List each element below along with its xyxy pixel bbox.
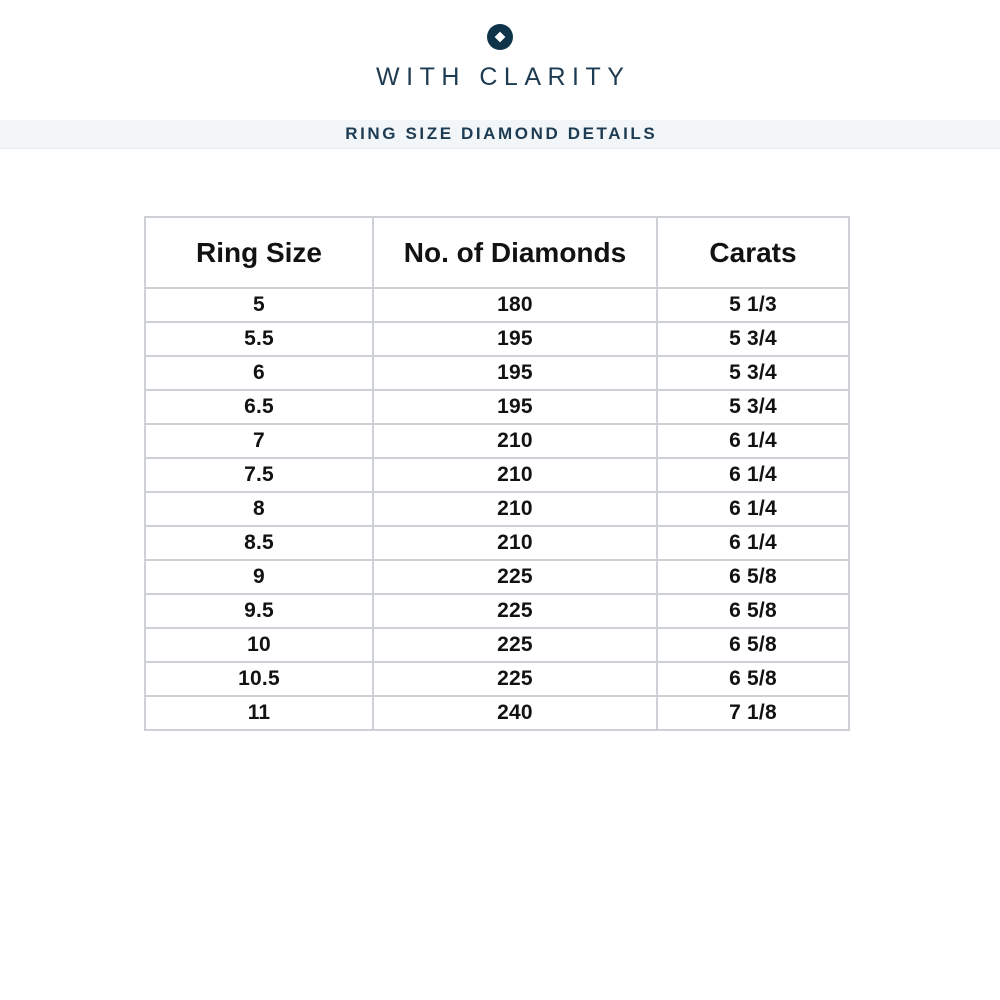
table-row: 6 195 5 3/4 [144, 355, 850, 391]
table-row: 9 225 6 5/8 [144, 559, 850, 595]
table-row: 5.5 195 5 3/4 [144, 321, 850, 357]
cell-ring-size: 10 [144, 627, 374, 663]
cell-ring-size: 5.5 [144, 321, 374, 357]
cell-carats: 6 5/8 [656, 559, 850, 595]
cell-no-of-diamonds: 210 [372, 457, 658, 493]
cell-carats: 6 5/8 [656, 627, 850, 663]
cell-no-of-diamonds: 195 [372, 355, 658, 391]
cell-carats: 6 1/4 [656, 491, 850, 527]
col-header-ring-size: Ring Size [144, 216, 374, 289]
cell-ring-size: 9 [144, 559, 374, 595]
table-row: 9.5 225 6 5/8 [144, 593, 850, 629]
cell-ring-size: 8 [144, 491, 374, 527]
cell-no-of-diamonds: 225 [372, 661, 658, 697]
table-body: 5 180 5 1/3 5.5 195 5 3/4 6 195 5 3/4 6.5 195 5 3/4… [144, 287, 850, 731]
table-row: 11 240 7 1/8 [144, 695, 850, 731]
cell-carats: 6 1/4 [656, 423, 850, 459]
cell-ring-size: 7.5 [144, 457, 374, 493]
cell-no-of-diamonds: 225 [372, 559, 658, 595]
cell-ring-size: 7 [144, 423, 374, 459]
ring-size-table: Ring Size No. of Diamonds Carats 5 180 5 1… [144, 216, 850, 731]
cell-carats: 5 1/3 [656, 287, 850, 323]
cell-no-of-diamonds: 225 [372, 593, 658, 629]
table-row: 10 225 6 5/8 [144, 627, 850, 663]
cell-ring-size: 9.5 [144, 593, 374, 629]
cell-no-of-diamonds: 210 [372, 491, 658, 527]
cell-carats: 5 3/4 [656, 389, 850, 425]
cell-carats: 7 1/8 [656, 695, 850, 731]
banner: RING SIZE DIAMOND DETAILS [0, 120, 1000, 149]
cell-carats: 6 5/8 [656, 593, 850, 629]
table-row: 5 180 5 1/3 [144, 287, 850, 323]
table-row: 7.5 210 6 1/4 [144, 457, 850, 493]
cell-ring-size: 5 [144, 287, 374, 323]
banner-title: RING SIZE DIAMOND DETAILS [345, 124, 658, 143]
cell-no-of-diamonds: 210 [372, 525, 658, 561]
cell-ring-size: 11 [144, 695, 374, 731]
col-header-carats: Carats [656, 216, 850, 289]
cell-carats: 5 3/4 [656, 355, 850, 391]
cell-ring-size: 6 [144, 355, 374, 391]
cell-ring-size: 8.5 [144, 525, 374, 561]
cell-carats: 5 3/4 [656, 321, 850, 357]
main-content: Ring Size No. of Diamonds Carats 5 180 5 1… [144, 216, 850, 731]
brand-name: WITH CLARITY [376, 63, 631, 91]
cell-carats: 6 1/4 [656, 525, 850, 561]
table-row: 8.5 210 6 1/4 [144, 525, 850, 561]
cell-no-of-diamonds: 195 [372, 389, 658, 425]
cell-ring-size: 10.5 [144, 661, 374, 697]
col-header-no-of-diamonds: No. of Diamonds [372, 216, 658, 289]
cell-carats: 6 1/4 [656, 457, 850, 493]
cell-carats: 6 5/8 [656, 661, 850, 697]
cell-no-of-diamonds: 240 [372, 695, 658, 731]
table-row: 7 210 6 1/4 [144, 423, 850, 459]
cell-no-of-diamonds: 210 [372, 423, 658, 459]
cell-no-of-diamonds: 225 [372, 627, 658, 663]
cell-no-of-diamonds: 180 [372, 287, 658, 323]
table-header-row: Ring Size No. of Diamonds Carats [144, 216, 850, 289]
cell-ring-size: 6.5 [144, 389, 374, 425]
site-header: WITH CLARITY [0, 0, 1000, 92]
diamond-in-circle-icon [487, 24, 513, 50]
table-header: Ring Size No. of Diamonds Carats [144, 216, 850, 289]
table-row: 6.5 195 5 3/4 [144, 389, 850, 425]
table-row: 8 210 6 1/4 [144, 491, 850, 527]
cell-no-of-diamonds: 195 [372, 321, 658, 357]
table-row: 10.5 225 6 5/8 [144, 661, 850, 697]
